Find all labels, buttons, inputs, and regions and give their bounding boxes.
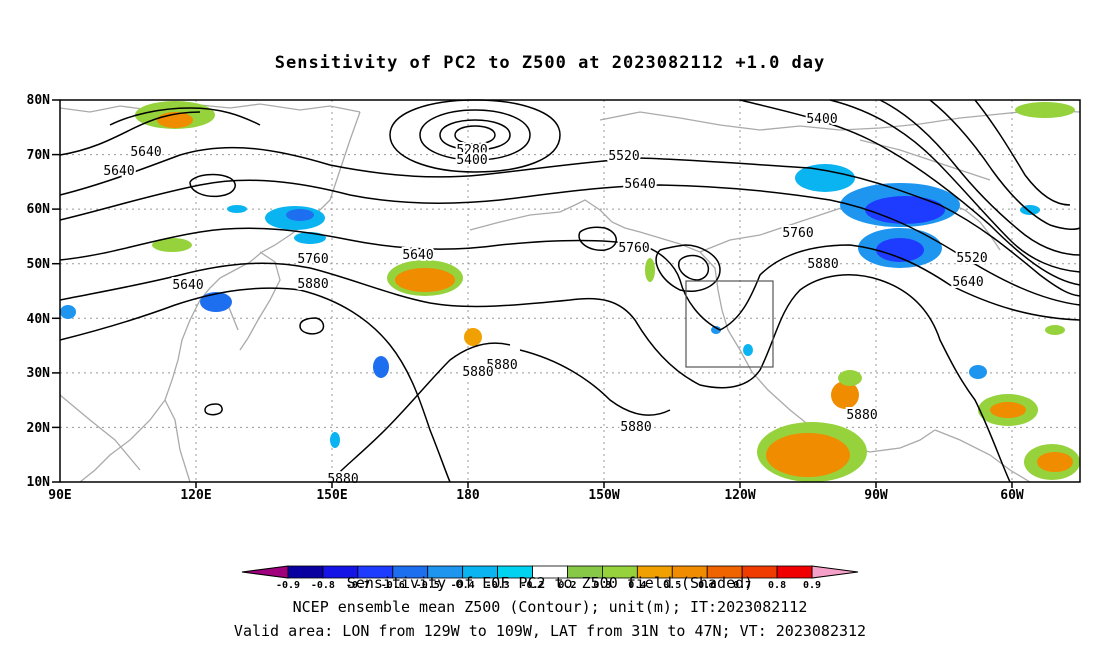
lat-label: 20N xyxy=(27,421,51,436)
contour-label: 5880 xyxy=(807,257,838,272)
lon-label: 180 xyxy=(456,488,480,503)
map-panel: 5640 5640 5280 5400 5520 5400 5640 5760 … xyxy=(59,99,1081,489)
lat-label: 80N xyxy=(27,93,51,108)
colorbar-tick-label: -0.3 xyxy=(486,580,510,591)
shade-patch xyxy=(795,164,855,192)
map-frame xyxy=(59,99,1081,483)
valid-area-box xyxy=(685,280,774,368)
shade-patch xyxy=(395,268,455,292)
contour-label: 5640 xyxy=(130,145,161,160)
contour-label: 5760 xyxy=(618,241,649,256)
lon-label: 90W xyxy=(864,488,888,503)
colorbar-tick-label: 0.8 xyxy=(768,580,786,591)
colorbar-tick-label: 0.5 xyxy=(663,580,681,591)
contour-label: 5640 xyxy=(952,275,983,290)
contour-label: 5400 xyxy=(806,112,837,127)
shade-patch xyxy=(865,196,945,224)
shade-patch xyxy=(766,433,850,477)
shade-patch xyxy=(645,258,655,282)
z500-contours xyxy=(59,99,1081,483)
footer-line-1: Sensitivity of EOF PC2 to Z500 field (Sh… xyxy=(347,574,753,592)
colorbar-tick-label: 0.2 xyxy=(558,580,576,591)
lon-label: 90E xyxy=(48,488,71,503)
shade-patch xyxy=(227,205,247,213)
colorbar-high-extension xyxy=(811,565,859,579)
colorbar-tick-label: -0.6 xyxy=(381,580,405,591)
shade-patch xyxy=(60,305,76,319)
contour-label: 5640 xyxy=(624,177,655,192)
colorbar-tick-label: 0.3 xyxy=(593,580,611,591)
map-background xyxy=(60,100,1080,482)
lat-label: 60N xyxy=(27,202,51,217)
colorbar-tick-label: -0.5 xyxy=(416,580,440,591)
lat-label: 50N xyxy=(27,257,51,272)
shade-patch xyxy=(330,432,340,448)
shade-patch xyxy=(876,238,924,262)
shade-patch xyxy=(152,238,192,252)
lat-label: 70N xyxy=(27,148,51,163)
colorbar-tick-label: 0.9 xyxy=(803,580,821,591)
lon-label: 120W xyxy=(724,488,755,503)
contour-label: 5640 xyxy=(103,164,134,179)
shade-patch xyxy=(1015,102,1075,118)
colorbar-tick-label: -0.4 xyxy=(451,580,475,591)
colorbar-tick-labels: -0.9 -0.8 -0.7 -0.6 -0.5 -0.4 -0.3 -0.2 0.2 0.3 0.… xyxy=(276,580,821,591)
shade-patch xyxy=(743,344,753,356)
lon-label: 150E xyxy=(316,488,347,503)
contour-label: 5400 xyxy=(456,153,487,168)
shade-patch xyxy=(373,356,389,378)
contour-label: 5880 xyxy=(327,472,358,487)
colorbar-low-extension xyxy=(241,565,289,579)
latitude-labels: 80N 70N 60N 50N 40N 30N 20N 10N xyxy=(27,93,51,490)
lon-label: 60W xyxy=(1000,488,1024,503)
shade-patch xyxy=(1045,325,1065,335)
shade-patch xyxy=(838,370,862,386)
colorbar-tick-label: 0.4 xyxy=(628,580,646,591)
contour-label: 5880 xyxy=(620,420,651,435)
contour-label: 5520 xyxy=(608,149,639,164)
colorbar-tick-label: 0.6 xyxy=(698,580,716,591)
lon-label: 150W xyxy=(588,488,619,503)
shade-patch xyxy=(286,209,314,221)
colorbar-tick-label: -0.8 xyxy=(311,580,335,591)
colorbar-segment xyxy=(287,565,324,579)
contour-labels: 5640 5640 5280 5400 5520 5400 5640 5760 … xyxy=(101,110,989,489)
shade-patch xyxy=(990,402,1026,418)
shade-patch xyxy=(831,381,859,409)
lon-label: 120E xyxy=(180,488,211,503)
contour-label: 5880 xyxy=(846,408,877,423)
contour-label: 5520 xyxy=(956,251,987,266)
shade-patch xyxy=(464,328,482,346)
footer-line-2: NCEP ensemble mean Z500 (Contour); unit(… xyxy=(293,598,808,616)
contour-label: 5880 xyxy=(462,365,493,380)
shade-patch xyxy=(711,326,721,334)
lat-label: 40N xyxy=(27,312,51,327)
contour-label: 5760 xyxy=(297,252,328,267)
colorbar xyxy=(241,565,859,579)
lat-label: 30N xyxy=(27,366,51,381)
lon-ticks xyxy=(195,482,1013,488)
longitude-labels: 90E 120E 150E 180 150W 120W 90W 60W xyxy=(48,488,1024,503)
figure-title: Sensitivity of PC2 to Z500 at 2023082112… xyxy=(275,53,826,73)
contour-label: 5280 xyxy=(456,143,487,158)
lat-label: 10N xyxy=(27,475,51,490)
sensitivity-shading xyxy=(60,101,1080,482)
colorbar-segment xyxy=(776,565,813,579)
contour-label: 5640 xyxy=(172,278,203,293)
contour-label: 5880 xyxy=(297,277,328,292)
contour-label: 5880 xyxy=(486,358,517,373)
colorbar-tick-label: 0.7 xyxy=(733,580,751,591)
colorbar-tick-label: -0.9 xyxy=(276,580,300,591)
colorbar-tick-label: -0.2 xyxy=(520,580,544,591)
shade-patch xyxy=(969,365,987,379)
shade-patch xyxy=(200,292,232,312)
shade-patch xyxy=(1037,452,1073,472)
contour-label: 5760 xyxy=(782,226,813,241)
contour-label: 5640 xyxy=(402,248,433,263)
lat-ticks xyxy=(52,99,60,483)
footer-line-3: Valid area: LON from 129W to 109W, LAT f… xyxy=(234,622,866,640)
colorbar-tick-label: -0.7 xyxy=(346,580,370,591)
